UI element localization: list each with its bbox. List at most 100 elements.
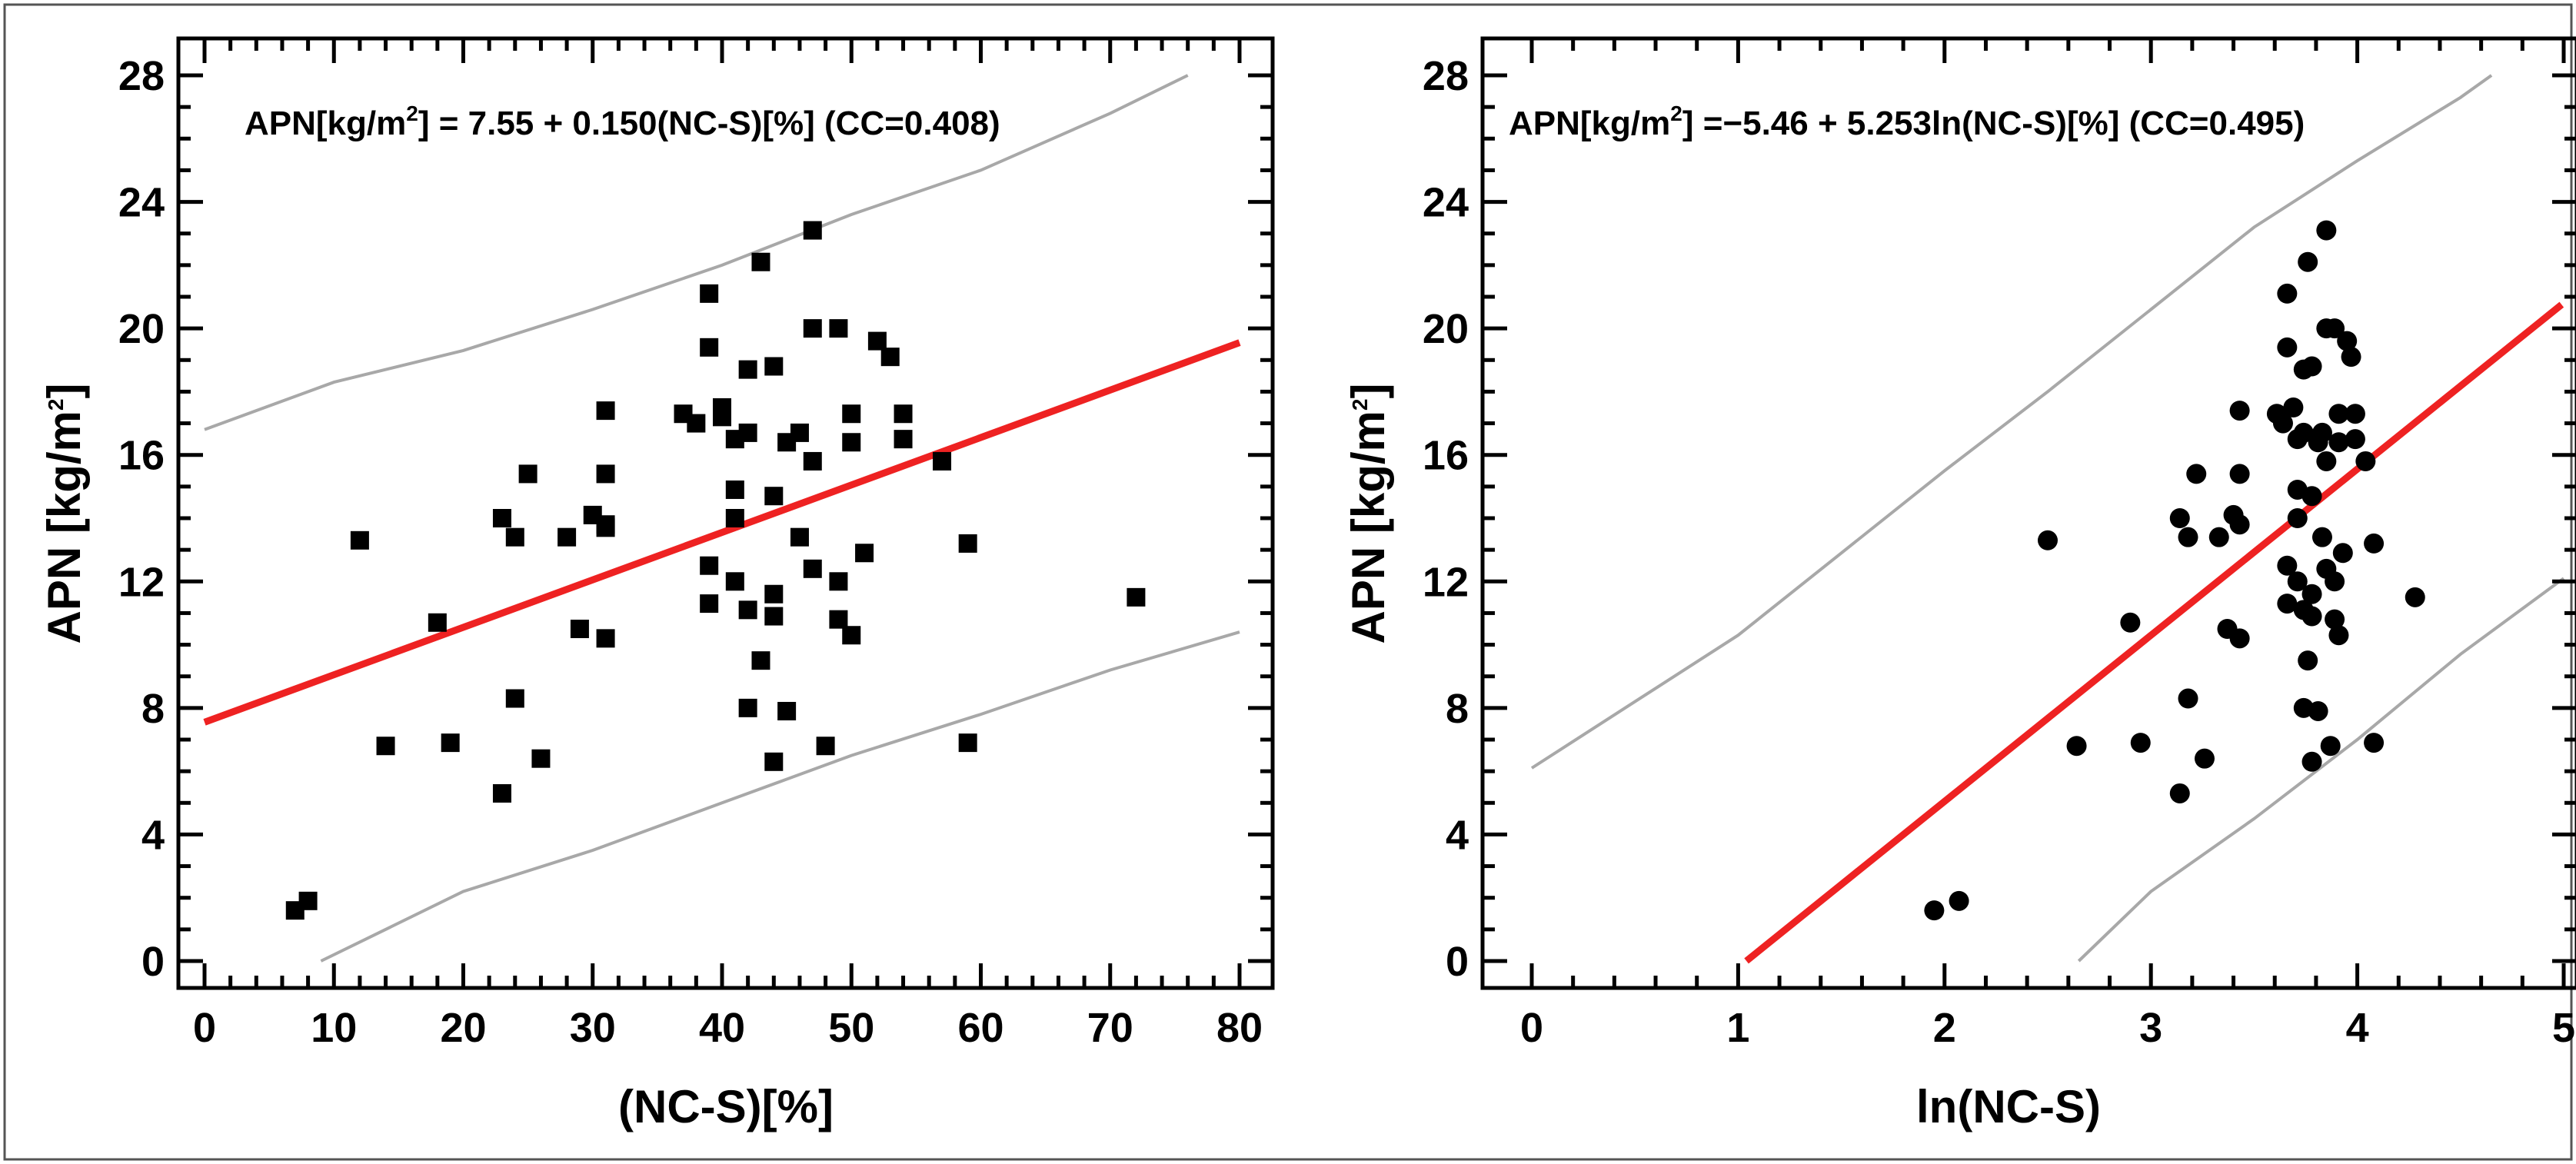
- right-equation: APN[kg/m2] =−5.46 + 5.253ln(NC-S)[%] (CC…: [1509, 101, 2305, 142]
- data-point: [350, 530, 369, 550]
- data-point: [725, 480, 744, 499]
- data-point: [933, 451, 952, 471]
- right-y-tick-label: 16: [1423, 433, 1469, 479]
- right-y-tick-label: 0: [1446, 939, 1469, 985]
- data-point: [2325, 318, 2345, 339]
- right-x-tick-label: 2: [1933, 1005, 1956, 1051]
- data-point: [764, 752, 784, 771]
- data-point: [441, 733, 460, 753]
- data-point: [867, 331, 887, 351]
- right-x-tick-label: 3: [2139, 1005, 2162, 1051]
- data-point: [2229, 401, 2250, 421]
- data-point: [764, 584, 784, 604]
- data-point: [2316, 220, 2337, 241]
- data-point: [2287, 508, 2308, 528]
- data-point: [738, 698, 757, 717]
- data-point: [2328, 625, 2349, 646]
- data-point: [2364, 733, 2385, 753]
- data-point: [376, 737, 395, 756]
- right-x-tick-label: 1: [1726, 1005, 1749, 1051]
- data-point: [2283, 397, 2304, 417]
- data-point: [2364, 533, 2385, 554]
- data-point: [531, 749, 551, 768]
- right-x-tick-label: 4: [2346, 1005, 2369, 1051]
- data-point: [803, 451, 822, 471]
- data-point: [829, 319, 848, 338]
- data-point: [842, 433, 861, 452]
- data-point: [764, 357, 784, 376]
- left-x-tick-label: 80: [1216, 1005, 1263, 1051]
- data-point: [842, 404, 861, 424]
- data-point: [790, 423, 809, 442]
- data-point: [829, 610, 848, 629]
- data-point: [880, 348, 900, 367]
- right-x-tick-label: 5: [2552, 1005, 2575, 1051]
- data-point: [2328, 404, 2349, 424]
- data-point: [596, 629, 615, 648]
- data-point: [803, 221, 822, 240]
- left-y-tick-label: 24: [118, 180, 165, 226]
- data-point: [2298, 251, 2318, 272]
- left-y-tick-label: 0: [141, 939, 165, 985]
- data-point: [738, 423, 757, 442]
- right-regression-line: [1744, 301, 2564, 964]
- data-point: [2341, 347, 2361, 367]
- data-point: [958, 733, 977, 753]
- data-point: [738, 600, 757, 620]
- left-x-axis-title: (NC-S)[%]: [618, 1081, 834, 1132]
- right-regression: [1744, 301, 2564, 964]
- data-point: [2325, 609, 2345, 630]
- data-point: [1127, 587, 1146, 607]
- right-y-tick-label: 24: [1423, 180, 1469, 226]
- data-point: [751, 252, 770, 271]
- data-point: [2311, 527, 2332, 547]
- left-lower-bound-line: [320, 630, 1240, 963]
- data-point: [777, 701, 797, 720]
- right-y-tick-label: 8: [1446, 686, 1469, 732]
- data-point: [2178, 527, 2198, 547]
- data-point: [518, 464, 537, 484]
- data-point: [492, 509, 511, 527]
- right-x-axis-title: ln(NC-S): [1916, 1081, 2101, 1132]
- left-points: [285, 221, 1146, 920]
- data-point: [725, 572, 744, 591]
- data-point: [2277, 283, 2298, 304]
- data-point: [1924, 900, 1945, 921]
- right-points: [1924, 220, 2425, 921]
- right-bounds: [1530, 74, 2565, 963]
- data-point: [2229, 514, 2250, 535]
- data-point: [751, 651, 770, 670]
- data-point: [2272, 413, 2293, 434]
- data-point: [894, 404, 913, 424]
- data-point: [842, 626, 861, 645]
- data-point: [2337, 331, 2358, 351]
- data-point: [2287, 571, 2308, 592]
- data-point: [700, 594, 719, 614]
- data-point: [596, 464, 615, 484]
- right-plot-area: [1480, 36, 2576, 990]
- data-point: [570, 620, 589, 638]
- data-point: [958, 534, 977, 553]
- data-point: [2229, 464, 2250, 484]
- left-tick-labels: 0 10 20 30 40 50 60 70 80 0 4 8 12 16 20 24 28: [118, 53, 1263, 1051]
- data-point: [803, 559, 822, 578]
- data-point: [803, 319, 822, 338]
- right-x-tick-label: 0: [1520, 1005, 1543, 1051]
- data-point: [1949, 890, 1969, 911]
- data-point: [2169, 508, 2190, 528]
- data-point: [505, 689, 524, 708]
- left-y-tick-label: 28: [118, 53, 165, 99]
- data-point: [2316, 451, 2337, 471]
- left-y-tick-label: 8: [141, 686, 165, 732]
- data-point: [2293, 422, 2314, 443]
- data-point: [700, 556, 719, 575]
- data-point: [2328, 432, 2349, 453]
- data-point: [894, 430, 913, 449]
- right-y-tick-label: 4: [1446, 812, 1469, 858]
- data-point: [557, 527, 577, 547]
- data-point: [2332, 543, 2353, 564]
- left-upper-bound-line: [204, 74, 1189, 431]
- data-point: [596, 401, 615, 421]
